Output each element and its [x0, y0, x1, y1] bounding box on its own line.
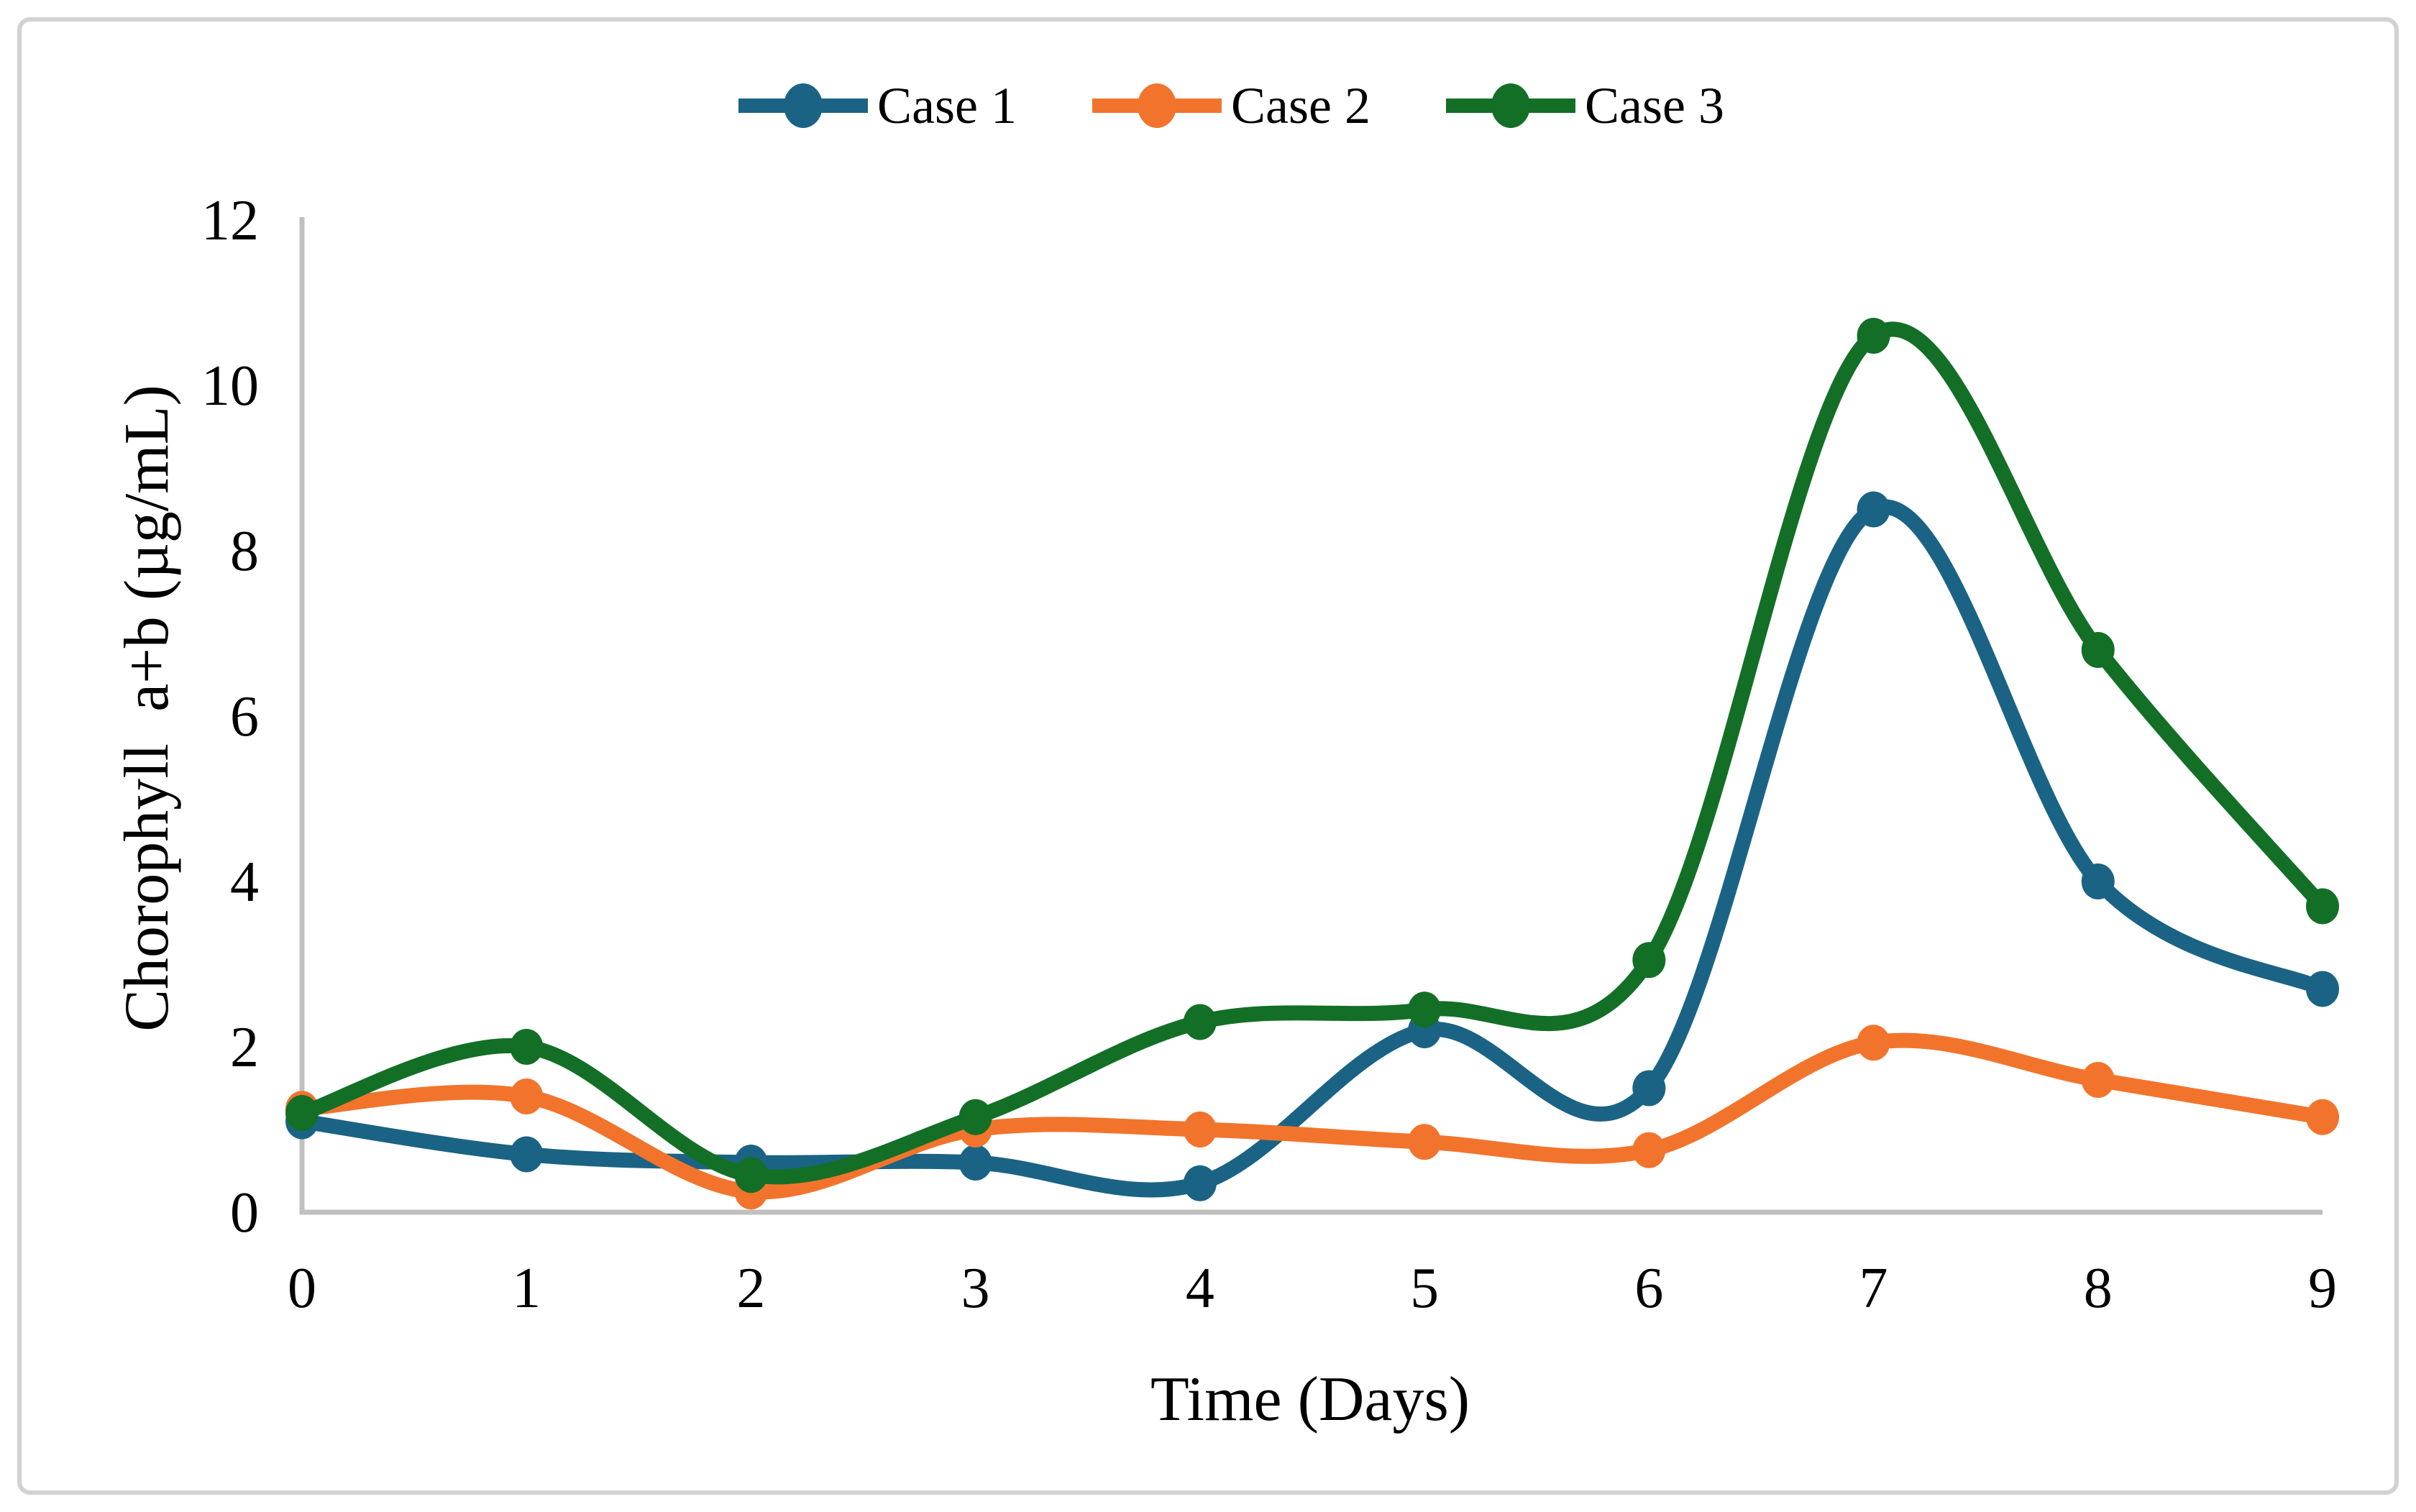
x-tick-label-8: 8	[2084, 1257, 2113, 1320]
legend-item-case-3: Case 3	[1442, 66, 1724, 145]
chart-legend: Case 1 Case 2 Case 3	[0, 66, 2416, 145]
legend-label-case-1: Case 1	[877, 77, 1017, 134]
y-tick-label-12: 12	[201, 189, 259, 252]
marker-case-3-day-1	[510, 1029, 544, 1065]
marker-case-3-day-8	[2081, 632, 2115, 668]
marker-case-1-day-1	[510, 1136, 544, 1173]
marker-case-1-day-4	[1183, 1165, 1217, 1201]
legend-label-case-3: Case 3	[1584, 77, 1724, 134]
marker-case-1-day-6	[1632, 1070, 1666, 1106]
y-tick-label-10: 10	[201, 354, 259, 418]
x-tick-label-0: 0	[288, 1257, 316, 1320]
x-tick-label-2: 2	[736, 1257, 765, 1320]
y-tick-label-6: 6	[230, 685, 259, 748]
marker-case-2-day-5	[1408, 1124, 1442, 1160]
y-axis-title: Chorophyll a+b (µg/mL)	[112, 385, 182, 1032]
marker-case-3-day-4	[1183, 1004, 1217, 1040]
marker-case-2-day-6	[1632, 1132, 1666, 1168]
marker-case-3-day-5	[1408, 991, 1442, 1028]
marker-case-3-day-6	[1632, 942, 1666, 979]
marker-case-1-day-9	[2306, 971, 2339, 1007]
marker-case-2-day-7	[1857, 1025, 1890, 1061]
legend-label-case-2: Case 2	[1231, 77, 1371, 134]
marker-case-3-day-7	[1857, 318, 1890, 354]
marker-case-3-day-0	[285, 1095, 319, 1131]
x-tick-label-5: 5	[1410, 1257, 1439, 1320]
marker-case-2-day-9	[2306, 1099, 2339, 1135]
legend-item-case-2: Case 2	[1089, 66, 1371, 145]
y-tick-label-0: 0	[230, 1181, 259, 1245]
legend-marker-case-3-icon	[1445, 83, 1575, 128]
marker-case-1-day-3	[958, 1145, 992, 1181]
y-tick-label-4: 4	[230, 851, 259, 914]
y-tick-label-8: 8	[230, 520, 259, 583]
marker-case-2-day-4	[1183, 1112, 1217, 1147]
x-tick-label-7: 7	[1859, 1257, 1888, 1320]
series-line-case-3	[294, 321, 2330, 1185]
legend-marker-case-1-icon	[738, 83, 869, 128]
series-line-case-2	[294, 1032, 2330, 1200]
x-tick-label-9: 9	[2308, 1257, 2337, 1320]
marker-case-3-day-2	[734, 1157, 768, 1193]
x-tick-label-6: 6	[1634, 1257, 1663, 1320]
x-axis-title: Time (Days)	[1150, 1365, 1470, 1434]
marker-case-3-day-9	[2306, 888, 2339, 925]
marker-case-1-day-8	[2081, 863, 2115, 899]
legend-marker-case-2-icon	[1092, 83, 1222, 128]
x-tick-label-1: 1	[512, 1257, 541, 1320]
x-tick-label-4: 4	[1186, 1257, 1214, 1320]
figure-border	[17, 17, 2399, 1495]
marker-case-1-day-7	[1857, 491, 1890, 528]
x-tick-label-3: 3	[961, 1257, 990, 1320]
y-tick-label-2: 2	[230, 1016, 259, 1079]
legend-item-case-1: Case 1	[735, 66, 1017, 145]
marker-case-3-day-3	[958, 1099, 992, 1135]
marker-case-2-day-8	[2081, 1062, 2115, 1098]
marker-case-2-day-1	[510, 1078, 544, 1114]
